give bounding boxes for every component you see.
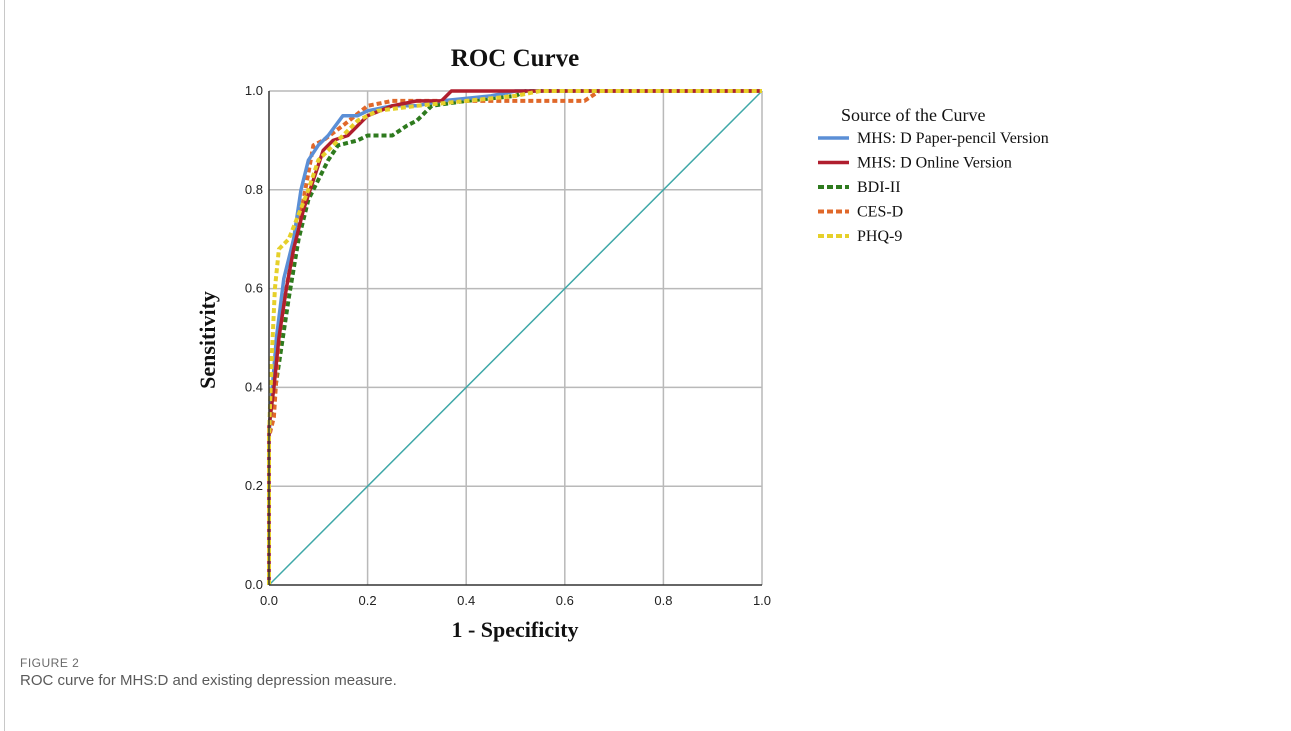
figure-caption: ROC curve for MHS:D and existing depress… <box>20 672 397 689</box>
y-tick-label: 0.8 <box>245 182 263 197</box>
x-axis-label: 1 - Specificity <box>451 617 578 642</box>
legend-entry-label: MHS: D Paper-pencil Version <box>857 130 1049 147</box>
y-tick-label: 0.0 <box>245 577 263 592</box>
legend-entry-label: PHQ-9 <box>857 228 902 245</box>
x-tick-label: 0.0 <box>260 593 278 608</box>
legend-items: MHS: D Paper-pencil Version MHS: D Online… <box>818 130 1049 245</box>
legend-entry-label: BDI-II <box>857 179 901 196</box>
axes <box>268 91 762 586</box>
series-layer <box>267 89 762 585</box>
reference-line-layer <box>268 90 763 586</box>
x-tick-label: 0.2 <box>359 593 377 608</box>
chart-title: ROC Curve <box>451 45 579 72</box>
y-tick-label: 0.2 <box>245 478 263 493</box>
frame-rule <box>4 0 5 731</box>
figure-label: FIGURE 2 <box>20 656 80 670</box>
legend-entry-label: CES-D <box>857 204 903 221</box>
tick-labels: 0.0 0.2 0.4 0.6 0.8 1.0 0.0 0.2 0.4 0.6 0.8 1.0 <box>245 83 771 608</box>
x-tick-label: 0.8 <box>654 593 672 608</box>
y-tick-label: 0.6 <box>245 281 263 296</box>
y-tick-label: 0.4 <box>245 379 263 394</box>
series-line-5 <box>267 89 762 585</box>
y-axis-label: Sensitivity <box>195 291 220 389</box>
x-tick-label: 0.6 <box>556 593 574 608</box>
reference-line <box>268 90 763 586</box>
series-line-2 <box>267 89 762 585</box>
legend: Source of the Curve MHS: D Paper-pencil … <box>818 105 1049 245</box>
legend-title: Source of the Curve <box>841 105 985 125</box>
y-tick-label: 1.0 <box>245 83 263 98</box>
x-tick-label: 1.0 <box>753 593 771 608</box>
legend-entry-label: MHS: D Online Version <box>857 155 1012 172</box>
x-tick-label: 0.4 <box>457 593 475 608</box>
